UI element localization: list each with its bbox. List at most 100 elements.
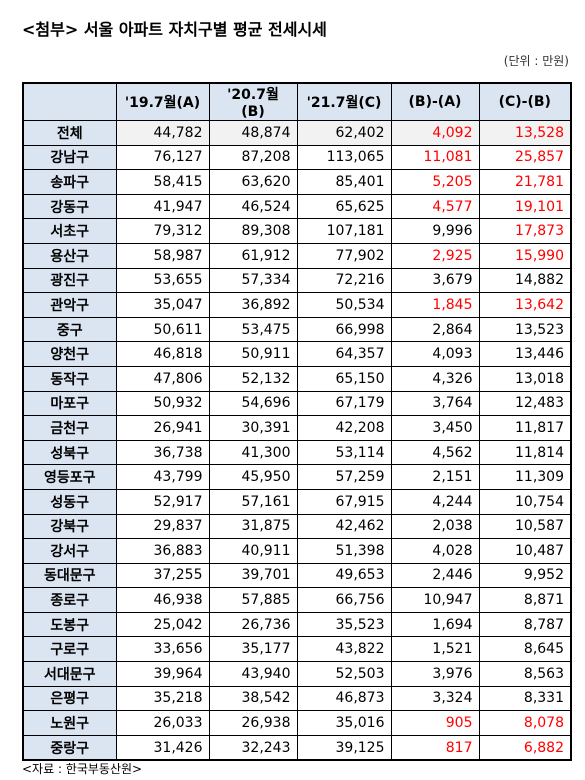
value-cell: 41,300: [208, 439, 298, 466]
table-row: 종로구 46,938 57,885 66,756 10,947 8,871: [22, 587, 572, 613]
value-cell: 2,864: [390, 316, 480, 343]
value-cell: 10,587: [478, 513, 572, 540]
district-cell: 동대문구: [22, 562, 117, 589]
value-cell: 35,218: [115, 685, 210, 712]
table-row: 동작구 47,806 52,132 65,150 4,326 13,018: [22, 365, 572, 392]
district-cell: 전체: [22, 120, 117, 146]
value-cell: 30,391: [208, 415, 298, 441]
value-cell: 85,401: [296, 169, 392, 195]
district-cell: 금천구: [22, 415, 117, 441]
table-row: 동대문구 37,255 39,701 49,653 2,446 9,952: [22, 562, 572, 589]
value-cell: 3,679: [390, 267, 480, 294]
value-cell: 13,018: [478, 365, 572, 392]
value-cell: 13,446: [478, 341, 572, 367]
value-cell: 10,487: [478, 538, 572, 564]
value-cell: 53,114: [296, 439, 392, 466]
district-cell: 도봉구: [22, 611, 117, 638]
district-cell: 영등포구: [22, 464, 117, 490]
corner-cell: [22, 82, 117, 121]
value-cell: 58,415: [115, 169, 210, 195]
table-row: 중랑구 31,426 32,243 39,125 817 6,882: [22, 734, 572, 761]
table-row: 용산구 58,987 61,912 77,902 2,925 15,990: [22, 242, 572, 269]
value-cell: 1,694: [390, 611, 480, 638]
value-cell: 66,756: [296, 587, 392, 613]
value-cell: 32,243: [208, 734, 298, 761]
table-row: 도봉구 25,042 26,736 35,523 1,694 8,787: [22, 611, 572, 638]
value-cell: 35,047: [115, 292, 210, 318]
value-cell: 52,503: [296, 661, 392, 687]
value-cell: 15,990: [478, 242, 572, 269]
district-cell: 송파구: [22, 169, 117, 195]
value-cell: 46,524: [208, 193, 298, 220]
district-cell: 서대문구: [22, 661, 117, 687]
value-cell: 52,132: [208, 365, 298, 392]
district-cell: 강서구: [22, 538, 117, 564]
table-row: 구로구 33,656 35,177 43,822 1,521 8,645: [22, 636, 572, 663]
value-cell: 48,874: [208, 120, 298, 146]
value-cell: 2,925: [390, 242, 480, 269]
value-cell: 14,882: [478, 267, 572, 294]
district-cell: 노원구: [22, 710, 117, 736]
value-cell: 53,655: [115, 267, 210, 294]
value-cell: 66,998: [296, 316, 392, 343]
value-cell: 46,818: [115, 341, 210, 367]
district-cell: 광진구: [22, 267, 117, 294]
value-cell: 57,334: [208, 267, 298, 294]
value-cell: 39,125: [296, 734, 392, 761]
district-cell: 구로구: [22, 636, 117, 663]
value-cell: 817: [390, 734, 480, 761]
value-cell: 4,028: [390, 538, 480, 564]
table-row: 강북구 29,837 31,875 42,462 2,038 10,587: [22, 513, 572, 540]
value-cell: 64,357: [296, 341, 392, 367]
value-cell: 57,259: [296, 464, 392, 490]
value-cell: 6,882: [478, 734, 572, 761]
district-cell: 종로구: [22, 587, 117, 613]
table-row: 노원구 26,033 26,938 35,016 905 8,078: [22, 710, 572, 736]
value-cell: 41,947: [115, 193, 210, 220]
district-cell: 양천구: [22, 341, 117, 367]
rent-table: '19.7월(A) '20.7월(B) '21.7월(C) (B)-(A) (C)-(B…: [22, 82, 572, 762]
value-cell: 45,950: [208, 464, 298, 490]
value-cell: 26,736: [208, 611, 298, 638]
value-cell: 67,179: [296, 390, 392, 417]
title: <첨부> 서울 아파트 자치구별 평균 전세시세: [22, 20, 327, 39]
value-cell: 13,528: [478, 120, 572, 146]
district-cell: 동작구: [22, 365, 117, 392]
table-row: 서초구 79,312 89,308 107,181 9,996 17,873: [22, 218, 572, 244]
value-cell: 36,883: [115, 538, 210, 564]
district-cell: 강남구: [22, 144, 117, 171]
table-row: 성북구 36,738 41,300 53,114 4,562 11,814: [22, 439, 572, 466]
value-cell: 51,398: [296, 538, 392, 564]
table-row: 금천구 26,941 30,391 42,208 3,450 11,817: [22, 415, 572, 441]
value-cell: 76,127: [115, 144, 210, 171]
value-cell: 4,326: [390, 365, 480, 392]
value-cell: 31,426: [115, 734, 210, 761]
value-cell: 2,038: [390, 513, 480, 540]
district-cell: 마포구: [22, 390, 117, 417]
value-cell: 25,042: [115, 611, 210, 638]
value-cell: 58,987: [115, 242, 210, 269]
value-cell: 21,781: [478, 169, 572, 195]
value-cell: 65,625: [296, 193, 392, 220]
district-cell: 중구: [22, 316, 117, 343]
value-cell: 3,450: [390, 415, 480, 441]
district-cell: 중랑구: [22, 734, 117, 761]
district-cell: 은평구: [22, 685, 117, 712]
value-cell: 2,446: [390, 562, 480, 589]
value-cell: 46,938: [115, 587, 210, 613]
value-cell: 3,976: [390, 661, 480, 687]
value-cell: 46,873: [296, 685, 392, 712]
table-row: 영등포구 43,799 45,950 57,259 2,151 11,309: [22, 464, 572, 490]
unit-note: (단위 : 만원): [503, 54, 569, 68]
value-cell: 43,799: [115, 464, 210, 490]
value-cell: 29,837: [115, 513, 210, 540]
value-cell: 8,871: [478, 587, 572, 613]
value-cell: 905: [390, 710, 480, 736]
column-header: '20.7월(B): [208, 82, 298, 121]
value-cell: 39,964: [115, 661, 210, 687]
value-cell: 2,151: [390, 464, 480, 490]
value-cell: 8,787: [478, 611, 572, 638]
value-cell: 8,078: [478, 710, 572, 736]
value-cell: 50,611: [115, 316, 210, 343]
value-cell: 17,873: [478, 218, 572, 244]
